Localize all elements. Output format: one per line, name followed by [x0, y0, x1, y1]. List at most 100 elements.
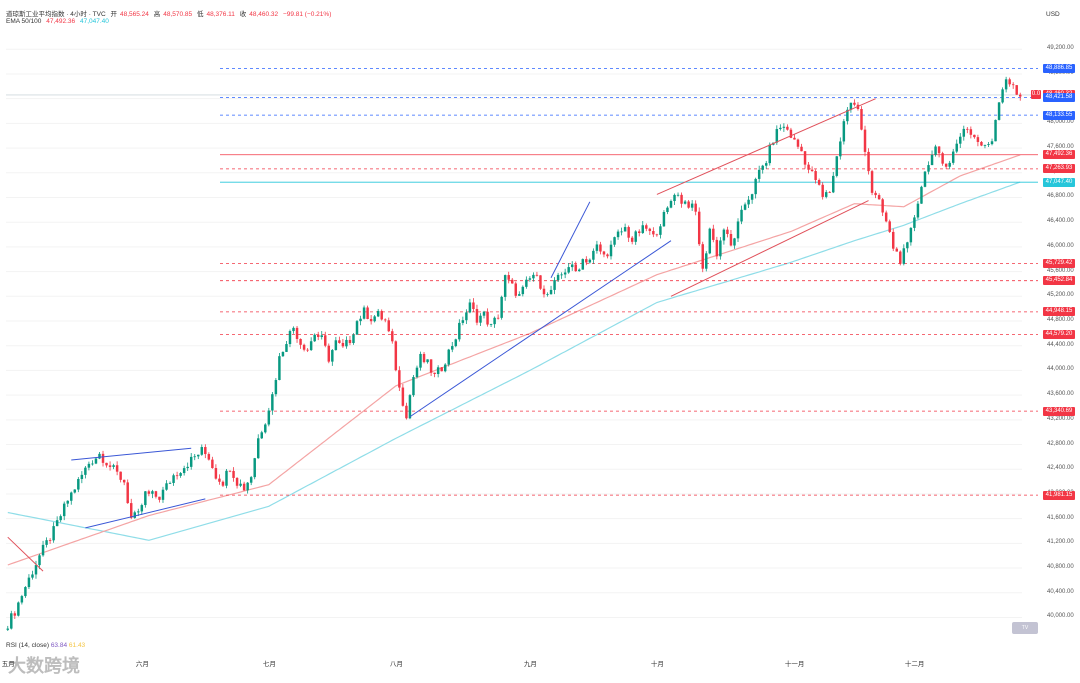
candle-body: [415, 367, 419, 378]
candle-body: [214, 468, 218, 479]
candle-body: [927, 165, 930, 172]
candle-body: [563, 272, 567, 275]
candle-body: [736, 221, 740, 239]
candle-body: [930, 154, 934, 166]
candle-body: [369, 319, 373, 322]
candle-body: [27, 577, 31, 588]
candle-body: [228, 470, 232, 472]
candle-body: [443, 364, 447, 372]
candle-body: [221, 481, 225, 486]
candle-body: [973, 134, 976, 138]
candle-body: [324, 335, 327, 346]
price-level-label: 47,047.40: [1043, 177, 1075, 187]
candle-body: [708, 228, 712, 254]
candle-body: [454, 339, 458, 347]
candle-body: [105, 462, 108, 466]
candle-body: [867, 151, 870, 172]
rsi-legend: RSI (14, close) 63.84 61.43: [6, 642, 85, 649]
candle-body: [934, 146, 937, 155]
ema50-line: [7, 154, 1021, 566]
candle-body: [652, 231, 655, 235]
candle-body: [405, 405, 408, 419]
change-value: −99.81 (−0.21%): [282, 11, 332, 18]
y-tick-label: 42,400.00: [1047, 465, 1074, 472]
candle-body: [493, 317, 496, 325]
candle-body: [951, 151, 955, 163]
candle-body: [969, 129, 973, 135]
x-tick-label: 五月: [1, 661, 15, 668]
trendline: [85, 498, 206, 529]
candle-body: [807, 164, 810, 170]
candle-body: [472, 302, 475, 310]
candle-body: [609, 244, 613, 257]
candle-body: [271, 394, 274, 411]
candle-body: [779, 127, 782, 130]
candle-body: [316, 334, 320, 338]
candle-body: [846, 109, 849, 122]
candle-body: [115, 465, 119, 472]
candle-body: [112, 465, 115, 467]
low-value: 48,376.11: [206, 11, 235, 18]
candle-body: [514, 283, 517, 296]
high-value: 48,570.85: [163, 11, 193, 18]
price-level-label: 44,948.15: [1043, 307, 1075, 317]
candle-body: [757, 169, 761, 179]
candle-body: [719, 240, 722, 257]
y-tick-label: 49,200.00: [1047, 45, 1074, 52]
price-level-tag: 0.0: [1031, 90, 1041, 100]
candle-body: [376, 310, 380, 317]
y-tick-label: 43,600.00: [1047, 391, 1074, 398]
candle-body: [500, 296, 503, 318]
trendline: [7, 536, 44, 572]
candle-body: [701, 244, 704, 269]
candle-body: [200, 447, 204, 455]
candle-body: [426, 359, 429, 363]
candle-body: [66, 500, 69, 504]
candle-body: [630, 237, 634, 242]
candle-body: [408, 395, 412, 419]
candle-body: [662, 212, 666, 227]
candle-body: [489, 324, 493, 325]
candle-body: [599, 244, 602, 252]
candle-body: [306, 349, 309, 351]
candle-body: [387, 320, 390, 332]
candle-body: [948, 162, 951, 167]
candle-body: [567, 267, 570, 273]
x-tick-label: 十二月: [904, 661, 925, 668]
candle-body: [94, 458, 98, 464]
candle-body: [726, 229, 729, 234]
candle-body: [70, 492, 73, 501]
candle-body: [733, 238, 736, 246]
candle-body: [486, 311, 489, 325]
candle-body: [673, 194, 676, 202]
candle-body: [539, 275, 542, 289]
candle-body: [186, 466, 189, 469]
candle-body: [595, 244, 599, 251]
candle-body: [937, 146, 941, 154]
candle-body: [920, 186, 923, 204]
candle-body: [966, 128, 969, 130]
candle-body: [902, 248, 906, 264]
candle-body: [987, 144, 990, 145]
candle-body: [983, 144, 987, 146]
candle-body: [253, 458, 256, 478]
candle-body: [899, 251, 902, 264]
candle-body: [440, 367, 443, 372]
candle-body: [239, 483, 242, 486]
candle-body: [705, 253, 708, 269]
candle-body: [422, 353, 426, 363]
x-tick-label: 七月: [262, 661, 276, 668]
candle-body: [768, 144, 771, 164]
candle-body: [274, 380, 278, 395]
candle-body: [645, 225, 648, 229]
candle-body: [380, 310, 383, 320]
candle-body: [542, 288, 546, 295]
candle-body: [144, 491, 147, 506]
y-tick-label: 42,800.00: [1047, 440, 1074, 447]
candle-body: [570, 264, 574, 268]
candle-body: [182, 468, 186, 474]
candle-body: [641, 225, 644, 233]
candle-body: [345, 339, 348, 347]
candle-body: [193, 456, 196, 458]
